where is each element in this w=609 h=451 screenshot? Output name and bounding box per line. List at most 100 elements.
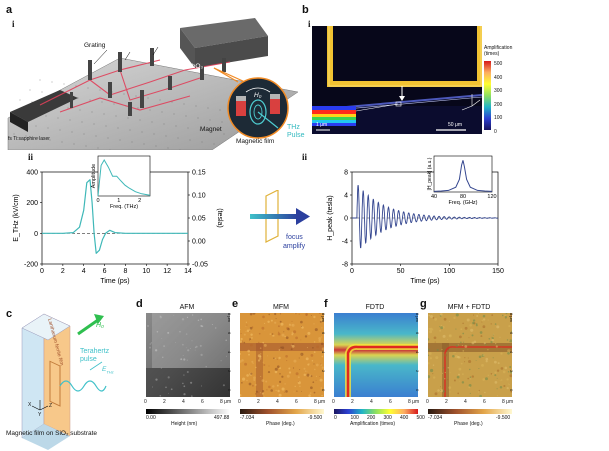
thz-field-chart: 0 2 4 6 8 10 12 144002000-2000.150.100.050.00-0… <box>13 155 223 285</box>
colorbar-title: Amplification (times) <box>484 45 513 57</box>
map-xtick: 0 <box>426 399 429 405</box>
chart-a-xtick-label: 12 <box>163 268 171 275</box>
chart-b-inset-ylabel: |H_peak| (a.u.) <box>427 157 433 190</box>
chart-a-inset-xtick: 1 <box>117 198 120 204</box>
label-magnet: Magnet <box>200 126 222 133</box>
panel-e-letter: e <box>232 298 239 310</box>
map-ytick: 4 <box>509 351 514 354</box>
afm-cbar-label: Height (nm) <box>171 421 198 427</box>
map-ytick: 6 <box>321 332 326 335</box>
colorbar-ticks: 500 400 300 200 100 0 <box>494 61 503 135</box>
map-xtick: 8 μm <box>220 399 232 405</box>
c-axis-x: X <box>28 402 32 408</box>
map-xtick: 2 <box>351 399 354 405</box>
chart-a-y2tick-label: 0.05 <box>192 216 206 223</box>
chart-a-xtick-label: 10 <box>142 268 150 275</box>
map-xtick: 4 <box>182 399 185 405</box>
c-axis-y: Y <box>38 412 42 418</box>
chart-a-xtick-label: 6 <box>103 268 107 275</box>
map-xtick: 0 <box>144 399 147 405</box>
afm-colorbar <box>146 409 230 414</box>
map-xtick: 8 μm <box>314 399 326 405</box>
map-xtick: 8 μm <box>408 399 420 405</box>
arrow-amplify: amplify <box>283 243 306 250</box>
chart-a-y2tick-label: 0.15 <box>192 170 206 177</box>
colorbar-b-i <box>484 61 491 130</box>
map-ytick: 8 μm <box>227 313 232 322</box>
chart-b-inset-line <box>433 160 493 192</box>
label-laser: fs Ti:sapphire laser <box>8 136 50 142</box>
map-ytick: 8 μm <box>509 313 514 322</box>
chart-a-xtick-label: 0 <box>40 268 44 275</box>
map-ytick: 4 <box>227 351 232 354</box>
mfm-title: MFM <box>273 304 289 311</box>
map-xtick: 4 <box>464 399 467 405</box>
map-xtick: 0 <box>238 399 241 405</box>
map-ytick: 8 μm <box>321 313 326 322</box>
map-xtick: 6 <box>483 399 486 405</box>
chart-b-ytick-label: -8 <box>342 262 348 269</box>
map-xtick: 6 <box>389 399 392 405</box>
label-thz-pulse: THz Pulse <box>287 124 305 139</box>
fdtd-colorbar <box>334 409 418 414</box>
chart-a-series-line <box>42 179 188 254</box>
c-caption: Magnetic film on SiO₂ substrate <box>6 430 98 437</box>
map-ytick: 8 μm <box>415 313 420 322</box>
film-schematic <box>21 313 107 450</box>
chart-b-ytick-label: -4 <box>342 239 348 246</box>
fdtd-title: FDTD <box>365 304 385 311</box>
chart-b-inset-xtick: 40 <box>431 194 437 200</box>
chart-a-inset-frame <box>97 155 151 197</box>
chart-a-inset-ylabel: Amplitude <box>91 164 97 188</box>
mfm-cbar-max: -9.500 <box>308 415 323 421</box>
fdtd-cbar-tick: 300 <box>383 415 392 421</box>
map-xtick: 8 μm <box>502 399 514 405</box>
map-ytick: 6 <box>227 332 232 335</box>
map-ytick: 4 <box>321 351 326 354</box>
label-lens-1: lens <box>125 45 137 52</box>
fdtd-field-map <box>312 26 482 134</box>
panel-a-i: i <box>12 19 15 29</box>
afm-title: AFM <box>179 304 195 311</box>
mfm-colorbar <box>240 409 324 414</box>
chart-a-inset-xlabel: Freq. (THz) <box>110 204 138 210</box>
chart-a-y2tick-label: 0.10 <box>192 193 206 200</box>
map-ytick: 6 <box>509 332 514 335</box>
chart-b-xtick-label: 100 <box>443 268 455 275</box>
fdtd-cbar-tick: 0 <box>334 415 337 421</box>
chart-a-ytick-label: 0 <box>34 231 38 238</box>
label-linbo3: LiNbO₃ <box>182 63 204 70</box>
chart-b-xlabel: Time (ps) <box>410 278 439 285</box>
fdtd-cbar-tick: 100 <box>350 415 359 421</box>
chart-a-inset-xtick: 2 <box>138 198 141 204</box>
panel-f-letter: f <box>324 298 328 310</box>
chart-a-ylabel: E_THz (kV/cm) <box>13 194 20 241</box>
map-ytick: 0 <box>415 389 420 392</box>
arrow-focus: focus <box>286 234 303 241</box>
mfg-cbar-min: -7.034 <box>428 415 443 421</box>
chart-b-series-line <box>352 185 499 249</box>
chart-a-inset-line <box>97 159 151 197</box>
map-xtick: 4 <box>370 399 373 405</box>
focus-arrow <box>250 190 310 243</box>
label-magnetic-film: Magnetic film <box>236 138 275 145</box>
map-ytick: 0 <box>321 389 326 392</box>
chart-a-ytick-label: -200 <box>24 262 38 269</box>
fdtd-map <box>334 313 418 397</box>
mfm-cbar-min: -7.034 <box>240 415 255 421</box>
map-xtick: 0 <box>332 399 335 405</box>
chart-b-xtick-label: 50 <box>397 268 405 275</box>
mfm-map <box>240 313 324 397</box>
map-xtick: 4 <box>276 399 279 405</box>
chart-a-xtick-label: 2 <box>61 268 65 275</box>
fdtd-cbar-label: Amplification (times) <box>350 421 396 427</box>
label-grating: Grating <box>84 42 106 49</box>
panel-b-i: i <box>308 19 311 29</box>
chart-b-inset-xlabel: Freq. (GHz) <box>448 200 477 206</box>
chart-b-ylabel: H_peak (tesla) <box>327 195 334 241</box>
setup-illustration <box>7 18 299 150</box>
mfm-fdtd-map <box>428 313 512 397</box>
c-axis-z: Z <box>49 403 53 409</box>
c-h0: H₀ <box>96 322 105 329</box>
